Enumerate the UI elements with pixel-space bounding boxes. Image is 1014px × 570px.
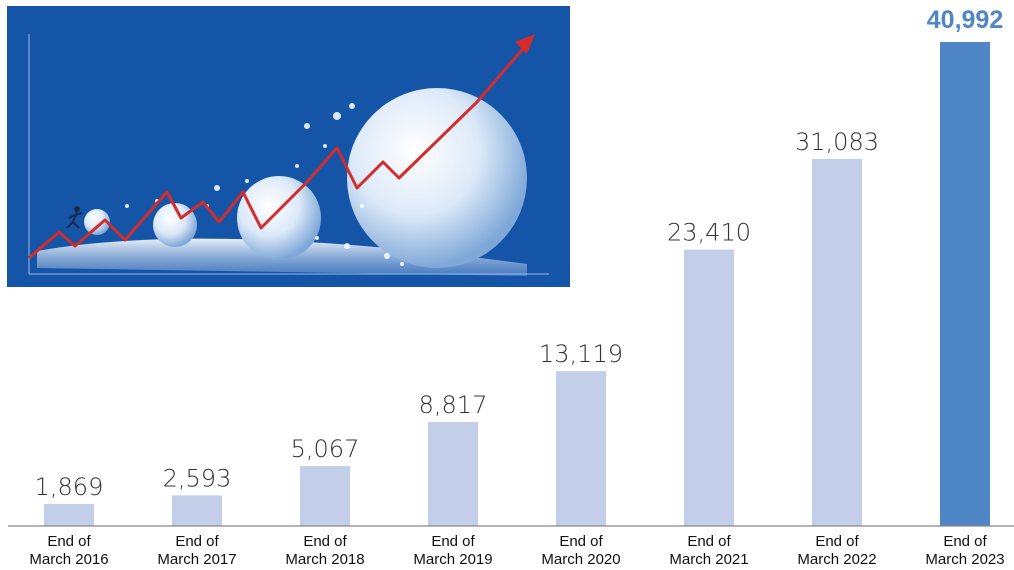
bar-3 xyxy=(428,421,478,526)
category-label-6-line-0: End of xyxy=(815,533,859,550)
category-label-6-line-1: March 2022 xyxy=(797,551,876,568)
category-label-0-line-0: End of xyxy=(47,533,91,550)
category-label-7-line-0: End of xyxy=(943,533,987,550)
value-label-1: 2,593 xyxy=(163,464,232,492)
growth-bubbles-illustration xyxy=(7,6,570,287)
value-label-6: 31,083 xyxy=(795,128,879,156)
bubble-3 xyxy=(237,176,321,260)
category-label-7-line-1: March 2023 xyxy=(925,551,1004,568)
category-label-1-line-1: March 2017 xyxy=(157,551,236,568)
value-label-4: 13,119 xyxy=(539,340,623,368)
bar-5 xyxy=(684,249,734,526)
arrow-head-icon xyxy=(515,34,535,54)
bar-1 xyxy=(172,495,222,526)
bubble-4 xyxy=(347,88,527,268)
illustration-trend-line xyxy=(28,43,529,260)
category-label-2-line-1: March 2018 xyxy=(285,551,364,568)
category-label-4-line-1: March 2020 xyxy=(541,551,620,568)
category-label-1-line-0: End of xyxy=(175,533,219,550)
bar-4 xyxy=(556,371,606,526)
value-label-2: 5,067 xyxy=(291,435,360,463)
category-label-3-line-1: March 2019 xyxy=(413,551,492,568)
category-label-0-line-1: March 2016 xyxy=(29,551,108,568)
sparkle-dots xyxy=(125,103,404,266)
bar-6 xyxy=(812,158,862,526)
value-label-7: 40,992 xyxy=(927,6,1003,34)
value-label-3: 8,817 xyxy=(419,391,488,419)
value-label-5: 23,410 xyxy=(667,219,751,247)
category-label-5-line-1: March 2021 xyxy=(669,551,748,568)
value-labels-group: 1,869 2,593 5,067 8,817 13,119 23,410 31,083 40… xyxy=(35,6,1004,501)
category-label-5-line-0: End of xyxy=(687,533,731,550)
running-person-icon xyxy=(66,206,83,229)
category-label-3-line-0: End of xyxy=(431,533,475,550)
bar-0 xyxy=(44,503,94,526)
category-label-4-line-0: End of xyxy=(559,533,603,550)
value-label-0: 1,869 xyxy=(35,473,104,501)
category-label-2-line-0: End of xyxy=(303,533,347,550)
bubble-1 xyxy=(84,209,110,235)
bar-2 xyxy=(300,466,350,526)
bars-group xyxy=(44,42,990,526)
bar-7 xyxy=(940,42,990,526)
